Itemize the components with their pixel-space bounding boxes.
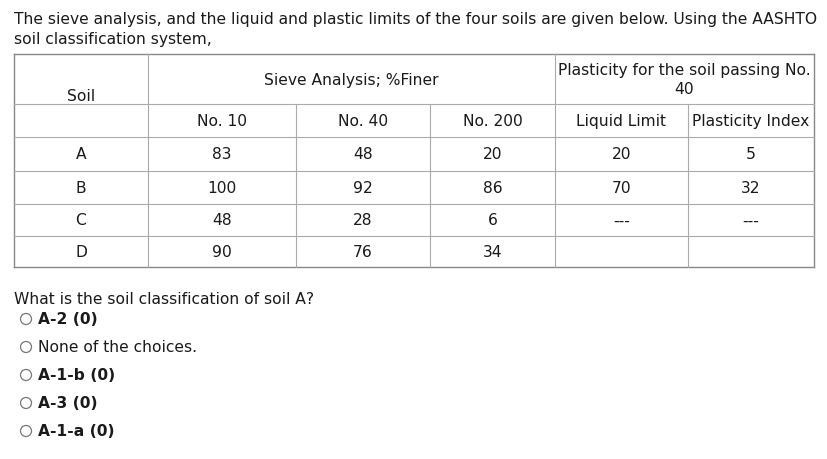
Text: A-1-a (0): A-1-a (0) (38, 424, 114, 438)
Text: ---: --- (612, 213, 629, 228)
Text: 28: 28 (353, 213, 372, 228)
Text: None of the choices.: None of the choices. (38, 340, 197, 355)
Text: 92: 92 (352, 180, 372, 196)
Text: 100: 100 (207, 180, 237, 196)
Text: 86: 86 (482, 180, 502, 196)
Text: 48: 48 (353, 147, 372, 162)
Text: 83: 83 (212, 147, 232, 162)
Text: No. 10: No. 10 (197, 114, 246, 129)
Text: 48: 48 (212, 213, 232, 228)
Text: A-1-b (0): A-1-b (0) (38, 368, 115, 383)
Text: ---: --- (742, 213, 758, 228)
Text: 20: 20 (482, 147, 502, 162)
Text: Sieve Analysis; %Finer: Sieve Analysis; %Finer (264, 73, 438, 87)
Text: Soil: Soil (67, 89, 95, 104)
Text: 32: 32 (740, 180, 760, 196)
Text: A-2 (0): A-2 (0) (38, 312, 98, 327)
Text: 5: 5 (745, 147, 755, 162)
Text: 76: 76 (352, 245, 372, 259)
Text: What is the soil classification of soil A?: What is the soil classification of soil … (14, 291, 313, 306)
Text: 34: 34 (482, 245, 502, 259)
Text: A: A (75, 147, 86, 162)
Text: 70: 70 (611, 180, 630, 196)
Text: No. 200: No. 200 (462, 114, 522, 129)
Text: soil classification system,: soil classification system, (14, 32, 212, 47)
Text: No. 40: No. 40 (337, 114, 388, 129)
Text: C: C (75, 213, 86, 228)
Text: 6: 6 (487, 213, 497, 228)
Text: The sieve analysis, and the liquid and plastic limits of the four soils are give: The sieve analysis, and the liquid and p… (14, 12, 816, 27)
Text: Plasticity for the soil passing No.
40: Plasticity for the soil passing No. 40 (557, 63, 810, 97)
Text: A-3 (0): A-3 (0) (38, 396, 98, 411)
Text: D: D (75, 245, 87, 259)
Text: 20: 20 (611, 147, 630, 162)
Text: 90: 90 (212, 245, 232, 259)
Text: Plasticity Index: Plasticity Index (691, 114, 809, 129)
Text: B: B (75, 180, 86, 196)
Text: Liquid Limit: Liquid Limit (576, 114, 666, 129)
